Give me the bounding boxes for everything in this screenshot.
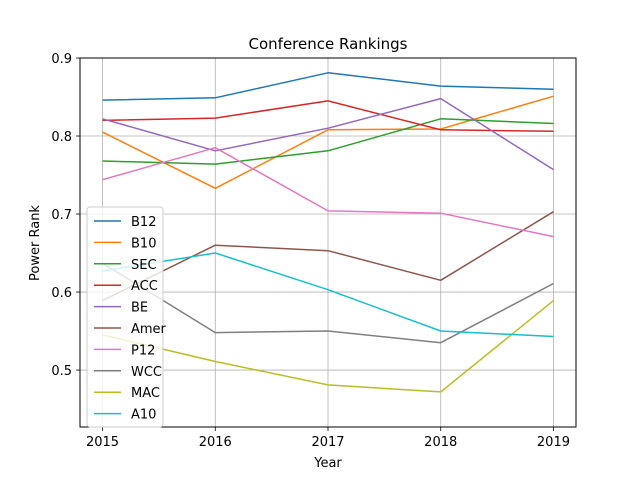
x-tick-label: 2015 bbox=[86, 435, 119, 450]
legend-label: P12 bbox=[131, 343, 155, 358]
y-tick-label: 0.9 bbox=[51, 52, 72, 67]
legend: B12 B10 SEC ACC BE Amer P12 WCC MAC A10 bbox=[86, 206, 167, 428]
legend-label: ACC bbox=[131, 279, 158, 294]
y-tick-label: 0.6 bbox=[51, 286, 72, 301]
legend-label: B10 bbox=[131, 236, 156, 251]
y-tick-label: 0.8 bbox=[51, 130, 72, 145]
legend-label: Amer bbox=[131, 322, 167, 337]
series-line-a10 bbox=[102, 252, 554, 338]
series-line-b10 bbox=[102, 95, 554, 190]
legend-label: BE bbox=[131, 301, 148, 316]
legend-label: SEC bbox=[131, 258, 157, 273]
y-tick-label: 0.7 bbox=[51, 208, 72, 223]
series-line-wcc bbox=[102, 262, 554, 344]
legend-label: A10 bbox=[131, 408, 156, 423]
x-axis-label: Year bbox=[313, 456, 342, 471]
x-tick-label: 2016 bbox=[199, 435, 232, 450]
x-tick-label: 2017 bbox=[311, 435, 344, 450]
legend-label: MAC bbox=[131, 386, 160, 401]
series-line-sec bbox=[102, 118, 554, 165]
y-tick-label: 0.5 bbox=[51, 364, 72, 379]
series-line-mac bbox=[102, 300, 554, 393]
series-line-be bbox=[102, 97, 554, 171]
legend-box bbox=[86, 206, 164, 428]
x-tick-label: 2019 bbox=[537, 435, 570, 450]
series-line-acc bbox=[102, 100, 554, 133]
series-line-b12 bbox=[102, 72, 554, 101]
series-line-amer bbox=[102, 211, 554, 302]
chart-title: Conference Rankings bbox=[249, 35, 408, 53]
legend-label: WCC bbox=[131, 365, 162, 380]
series-line-p12 bbox=[102, 146, 554, 238]
x-tick-label: 2018 bbox=[424, 435, 457, 450]
y-axis-label: Power Rank bbox=[28, 205, 43, 281]
legend-label: B12 bbox=[131, 215, 156, 230]
series-lines bbox=[102, 72, 554, 393]
axis-ticks: 2015 2016 2017 2018 2019 0.5 0.6 0.7 0.8 0.9 bbox=[51, 52, 570, 450]
